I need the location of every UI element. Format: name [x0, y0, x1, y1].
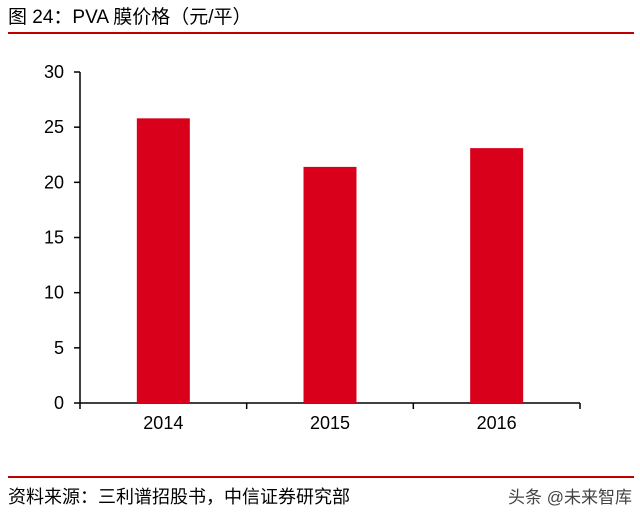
y-tick-label: 5	[54, 338, 64, 358]
bar-2015	[303, 166, 357, 403]
y-tick-label: 30	[44, 62, 64, 82]
y-tick-label: 20	[44, 172, 64, 192]
source-note: 资料来源：三利谱招股书，中信证券研究部	[8, 487, 350, 507]
x-tick-label: 2016	[477, 413, 517, 433]
source-divider	[8, 476, 634, 478]
x-tick-label: 2014	[143, 413, 183, 433]
bar-2014	[136, 118, 190, 403]
title-divider	[8, 32, 634, 34]
bar-2016	[470, 148, 524, 403]
bar-chart: 0 5 10 15 20 25 30 2014 2015 2016	[44, 62, 581, 433]
y-tick-label: 0	[54, 393, 64, 413]
watermark: 头条 @未来智库	[508, 488, 632, 507]
figure-title: 图 24：PVA 膜价格（元/平）	[8, 7, 252, 28]
y-tick-label: 25	[44, 117, 64, 137]
y-tick-label: 15	[44, 228, 64, 248]
y-tick-label: 10	[44, 283, 64, 303]
x-tick-label: 2015	[310, 413, 350, 433]
